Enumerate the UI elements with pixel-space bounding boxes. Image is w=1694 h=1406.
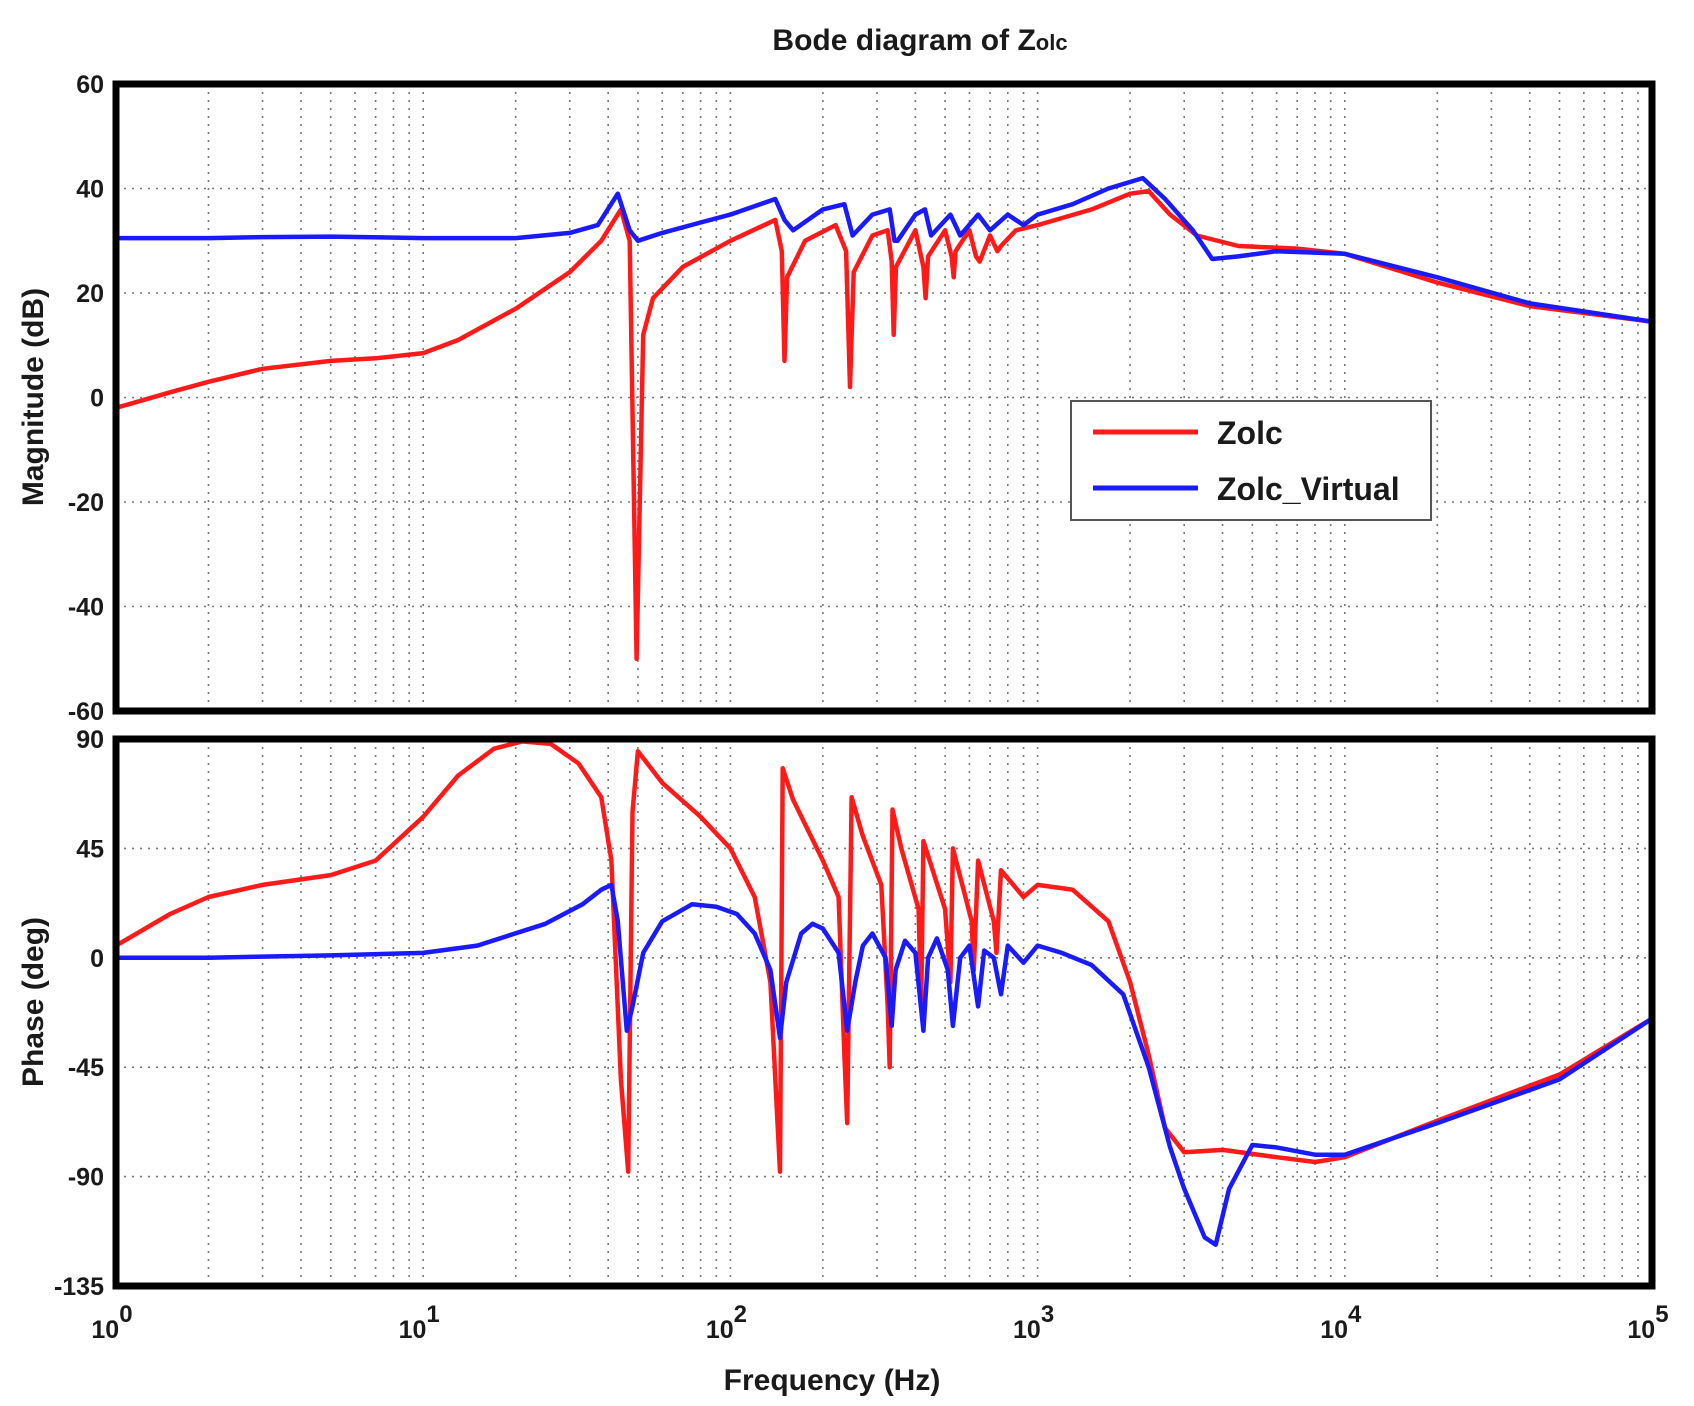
- phase-ylabel: Phase (deg): [17, 917, 50, 1087]
- x-tick-exponent: 3: [1041, 1301, 1054, 1328]
- phase-ytick-label: 90: [76, 726, 104, 754]
- x-tick-exponent: 2: [734, 1301, 747, 1328]
- magnitude-ytick-label: 60: [76, 71, 104, 99]
- x-axis-label: Frequency (Hz): [724, 1364, 941, 1397]
- x-tick-exponent: 5: [1655, 1301, 1668, 1328]
- magnitude-ytick-label: -20: [68, 489, 104, 517]
- x-tick-base: 10: [1627, 1316, 1655, 1344]
- legend-label-zolc-virtual: Zolc_Virtual: [1217, 471, 1400, 507]
- phase-series-zolc-virtual: [116, 882, 1652, 1247]
- x-tick-label: 100: [91, 1301, 132, 1344]
- x-tick-label: 102: [706, 1301, 747, 1344]
- x-tick-label: 101: [399, 1301, 440, 1344]
- magnitude-panel: 60 40 20 0 -20 -40 -60 Magnitude (dB) Zolc Zol…: [17, 71, 1656, 726]
- x-tick-label: 104: [1320, 1301, 1362, 1344]
- x-tick-exponent: 4: [1348, 1301, 1362, 1328]
- legend: Zolc Zolc_Virtual: [1070, 400, 1432, 521]
- magnitude-series-zolc: [116, 188, 1652, 662]
- phase-series-zolc: [116, 739, 1652, 1174]
- magnitude-ytick-label: 40: [76, 176, 104, 204]
- legend-label-zolc: Zolc: [1217, 415, 1283, 451]
- magnitude-axes-frame: [112, 80, 1656, 715]
- x-tick-base: 10: [399, 1316, 427, 1344]
- phase-panel: 90 45 0 -45 -90 -135 Phase (deg): [17, 726, 1656, 1301]
- phase-series: [116, 739, 1652, 1247]
- chart-title: Bode diagram of Zolc: [772, 24, 1067, 57]
- phase-grid: [116, 739, 1652, 1286]
- phase-ytick-label: 0: [90, 945, 104, 973]
- magnitude-grid: [116, 84, 1652, 711]
- legend-box: [1070, 400, 1432, 521]
- phase-ytick-label: -90: [68, 1164, 104, 1192]
- x-tick-base: 10: [91, 1316, 119, 1344]
- phase-ytick-label: 45: [76, 835, 104, 863]
- x-tick-exponent: 1: [426, 1301, 439, 1328]
- phase-ytick-label: -135: [54, 1273, 104, 1301]
- x-tick-base: 10: [1320, 1316, 1348, 1344]
- magnitude-y-ticks: 60 40 20 0 -20 -40 -60: [68, 71, 104, 726]
- x-tick-exponent: 0: [119, 1301, 132, 1328]
- magnitude-series-zolc-virtual: [116, 175, 1652, 324]
- chart-title-main: Bode diagram of Z: [772, 24, 1035, 57]
- phase-axes-frame: [112, 735, 1656, 1290]
- magnitude-ytick-label: -60: [68, 698, 104, 726]
- x-tick-label: 103: [1013, 1301, 1054, 1344]
- x-tick-base: 10: [706, 1316, 734, 1344]
- x-tick-label: 105: [1627, 1301, 1668, 1344]
- magnitude-ylabel: Magnitude (dB): [17, 288, 50, 506]
- magnitude-ytick-label: -40: [68, 594, 104, 622]
- x-tick-base: 10: [1013, 1316, 1041, 1344]
- magnitude-ytick-label: 20: [76, 280, 104, 308]
- magnitude-series: [116, 175, 1652, 662]
- phase-y-ticks: 90 45 0 -45 -90 -135: [54, 726, 104, 1301]
- phase-ytick-label: -45: [68, 1054, 104, 1082]
- magnitude-ytick-label: 0: [90, 385, 104, 413]
- chart-title-subscript: olc: [1036, 30, 1068, 55]
